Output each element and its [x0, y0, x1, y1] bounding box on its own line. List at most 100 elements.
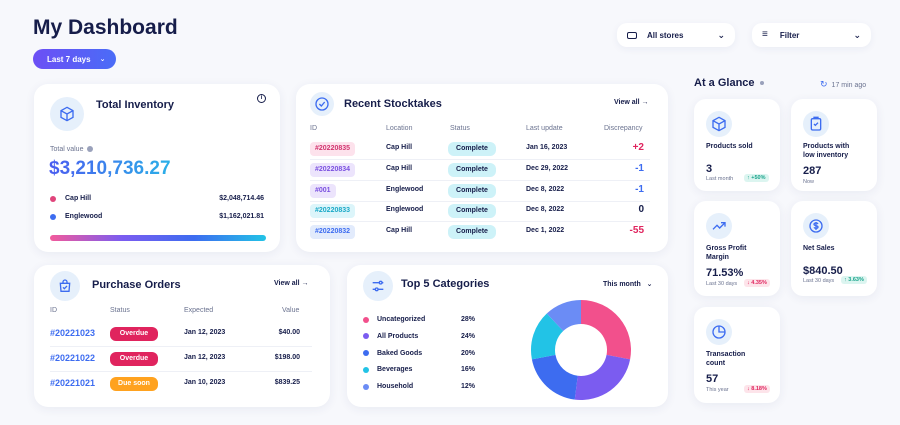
category-legend-item: All Products 24%	[363, 333, 475, 340]
date-range-label: Last 7 days	[47, 54, 91, 64]
status-badge: Complete	[448, 183, 496, 198]
stocktake-id-pill[interactable]: #20220835	[310, 142, 356, 156]
column-header: Last update	[526, 125, 563, 132]
glance-value: 71.53%	[706, 267, 744, 279]
inventory-icon	[803, 111, 829, 137]
info-dot-icon	[87, 146, 94, 152]
change-badge: ↑ +50%	[744, 174, 769, 182]
chevron-down-icon: ⌄	[853, 29, 861, 40]
category-name: Household	[377, 383, 414, 391]
stocktake-id-pill[interactable]: #001	[310, 183, 336, 198]
glance-card[interactable]: Products sold 3 Last month ↑ +50%	[694, 99, 780, 191]
donut-slice-household	[546, 300, 581, 332]
stocktake-id-pill[interactable]: #20220832	[310, 225, 356, 240]
glance-sub: This year	[706, 387, 729, 393]
row-divider	[310, 179, 650, 181]
category-pct: 28%	[460, 316, 475, 323]
purchase-orders-title: Purchase Orders	[92, 279, 181, 291]
legend-dot	[363, 350, 369, 357]
filter-button[interactable]: ≡ Filter ⌄	[752, 23, 871, 47]
stocktake-discrepancy: -1	[635, 183, 644, 195]
category-legend-item: Beverages 16%	[363, 366, 475, 373]
dollar-icon	[803, 213, 829, 239]
glance-label: Transaction count	[706, 351, 746, 367]
glance-card[interactable]: Transaction count 57 This year ↓ 8.18%	[694, 307, 780, 403]
donut-slice-all-products	[574, 354, 631, 400]
arrow-right-icon: →	[641, 99, 649, 106]
stocktake-discrepancy: +2	[632, 142, 644, 153]
stores-select-label: All stores	[647, 30, 684, 40]
chevron-down-icon: ⌄	[717, 29, 725, 40]
po-value: $839.25	[274, 379, 300, 386]
row-divider	[310, 221, 650, 223]
glance-card[interactable]: Gross Profit Margin 71.53% Last 30 days …	[694, 201, 780, 296]
column-header: ID	[310, 125, 317, 132]
status-badge: Overdue	[110, 327, 158, 341]
category-pct: 24%	[460, 332, 475, 340]
filter-icon: ≡	[762, 29, 768, 40]
status-badge: Complete	[448, 225, 496, 240]
po-id-link[interactable]: #20221021	[50, 378, 96, 388]
glance-sub: Now	[803, 179, 815, 185]
glance-card[interactable]: Net Sales $840.50 Last 30 days ↑ 3.63%	[791, 201, 877, 296]
stocktake-id-pill[interactable]: #20220833	[310, 204, 356, 219]
total-inventory-card: Total Inventory i Total value $3,210,736…	[34, 84, 280, 252]
glance-value: 3	[706, 163, 713, 175]
stocktake-updated: Dec 8, 2022	[526, 185, 565, 193]
po-expected: Jan 12, 2023	[184, 354, 226, 361]
status-badge: Complete	[448, 162, 496, 177]
donut-slice-beverages	[531, 313, 564, 360]
stocktake-updated: Dec 1, 2022	[526, 227, 565, 235]
stocktake-updated: Dec 29, 2022	[526, 164, 569, 172]
stocktake-location: Englewood	[386, 206, 424, 214]
location-row: Englewood $1,162,021.81	[50, 213, 264, 220]
stores-select[interactable]: All stores ⌄	[617, 23, 735, 47]
glance-label: Products sold	[706, 143, 753, 150]
last-updated[interactable]: ↻ 17 min ago	[820, 79, 867, 89]
stocktake-updated: Jan 16, 2023	[526, 144, 568, 151]
po-expected: Jan 12, 2023	[184, 329, 226, 336]
glance-title: At a Glance	[694, 77, 764, 89]
trend-icon	[706, 213, 732, 239]
view-all-link[interactable]: View all →	[274, 280, 309, 287]
stocktake-discrepancy: -55	[629, 225, 644, 237]
status-badge: Complete	[448, 204, 496, 219]
info-icon[interactable]: i	[257, 94, 266, 103]
donut-slice-uncategorized	[581, 300, 631, 360]
date-range-button[interactable]: Last 7 days ⌄	[33, 49, 116, 69]
view-all-link[interactable]: View all →	[614, 99, 649, 106]
total-value: $3,210,736.27	[49, 158, 171, 179]
legend-dot	[363, 383, 369, 390]
chevron-down-icon: ⌄	[646, 281, 653, 288]
status-badge: Due soon	[110, 377, 158, 391]
glance-label: Gross Profit Margin	[706, 245, 747, 261]
glance-sub: Last 30 days	[803, 278, 835, 284]
glance-value: 287	[803, 165, 822, 177]
period-select[interactable]: This month ⌄	[603, 281, 653, 288]
glance-value: $840.50	[803, 265, 843, 277]
glance-card[interactable]: Products with low inventory 287 Now	[791, 99, 877, 191]
glance-sub: Last month	[706, 176, 734, 182]
pie-icon	[706, 319, 732, 345]
stocktake-location: Englewood	[386, 185, 424, 193]
column-header: Status	[110, 307, 130, 314]
refresh-icon: ↻	[820, 79, 828, 89]
po-value: $40.00	[278, 329, 300, 336]
box-icon	[706, 111, 732, 137]
arrow-right-icon: →	[301, 280, 309, 287]
stocktake-location: Cap Hill	[386, 164, 413, 172]
column-header: Discrepancy	[604, 125, 643, 132]
purchase-orders-card: Purchase Orders View all → ID Status Exp…	[34, 265, 330, 407]
category-legend-item: Baked Goods 20%	[363, 350, 475, 357]
row-divider	[50, 346, 312, 347]
stocktake-location: Cap Hill	[386, 227, 413, 235]
chevron-down-icon: ⌄	[99, 56, 106, 63]
po-id-link[interactable]: #20221023	[50, 328, 96, 338]
stocktake-id-pill[interactable]: #20220834	[310, 162, 356, 177]
glance-sub: Last 30 days	[706, 281, 738, 287]
stocktake-updated: Dec 8, 2022	[526, 206, 565, 214]
stocktake-discrepancy: -1	[635, 162, 644, 174]
location-dot	[50, 195, 56, 202]
row-divider	[310, 200, 650, 202]
po-id-link[interactable]: #20221022	[50, 353, 96, 363]
